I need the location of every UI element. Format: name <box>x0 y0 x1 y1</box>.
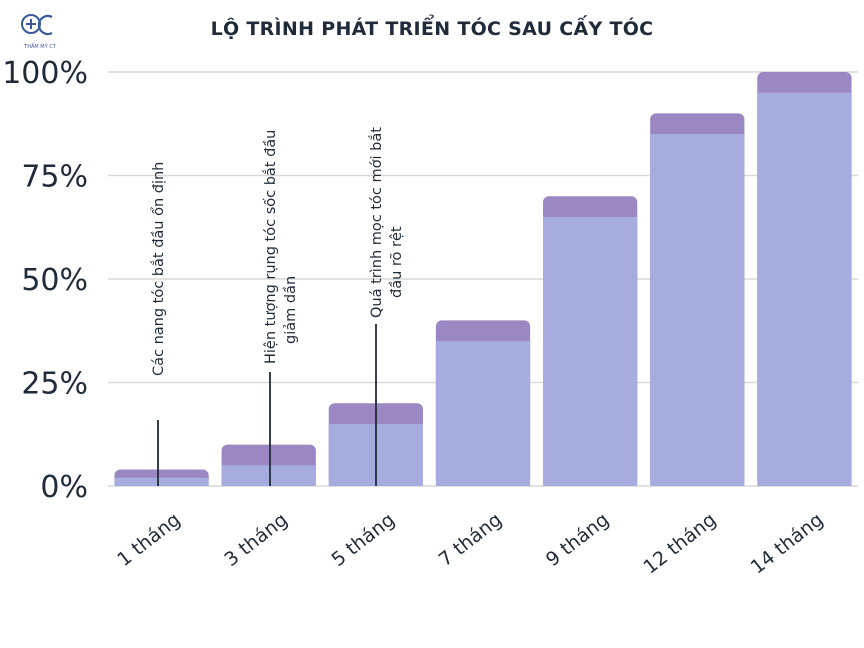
chart-title: LỘ TRÌNH PHÁT TRIỂN TÓC SAU CẤY TÓC <box>210 18 654 40</box>
bar-inner <box>435 341 531 486</box>
annotation-line: Quá trình mọc tóc mới bắt <box>368 127 385 318</box>
x-tick-label: 12 tháng <box>639 509 720 579</box>
bar-inner <box>650 134 745 486</box>
y-tick-label: 100% <box>2 56 88 91</box>
y-tick-label: 0% <box>40 470 88 505</box>
brand-logo: THẨM MỸ CT <box>18 8 62 50</box>
x-tick-label: 7 tháng <box>435 509 506 572</box>
annotation-text: Hiện tượng rụng tóc sốc bắt đầu giảm dần <box>262 130 299 364</box>
annotation-text: Quá trình mọc tóc mới bắt đầu rõ rệt <box>368 127 405 318</box>
annotation-line: Các nang tóc bắt đầu ổn định <box>150 162 167 376</box>
logo-text: THẨM MỸ CT <box>23 42 57 50</box>
x-tick-label: 3 tháng <box>220 509 291 572</box>
x-tick-label: 5 tháng <box>328 509 399 572</box>
x-tick-label: 14 tháng <box>747 509 828 579</box>
y-tick-label: 25% <box>21 367 88 402</box>
y-tick-label: 50% <box>21 263 88 298</box>
x-tick-label: 1 tháng <box>113 509 184 572</box>
y-tick-label: 75% <box>21 160 88 195</box>
bar-inner <box>114 477 209 486</box>
plus-circle-logo-icon: THẨM MỸ CT <box>21 14 57 50</box>
annotation-line: giảm dần <box>283 276 299 344</box>
annotation-line: Hiện tượng rụng tóc sốc bắt đầu <box>262 130 279 364</box>
bar-inner <box>757 92 852 486</box>
annotation-line: đầu rõ rệt <box>389 226 405 298</box>
bar-inner <box>543 216 638 486</box>
bar-inner <box>221 465 316 486</box>
x-tick-label: 9 tháng <box>542 509 613 572</box>
annotation-text: Các nang tóc bắt đầu ổn định <box>150 162 167 376</box>
